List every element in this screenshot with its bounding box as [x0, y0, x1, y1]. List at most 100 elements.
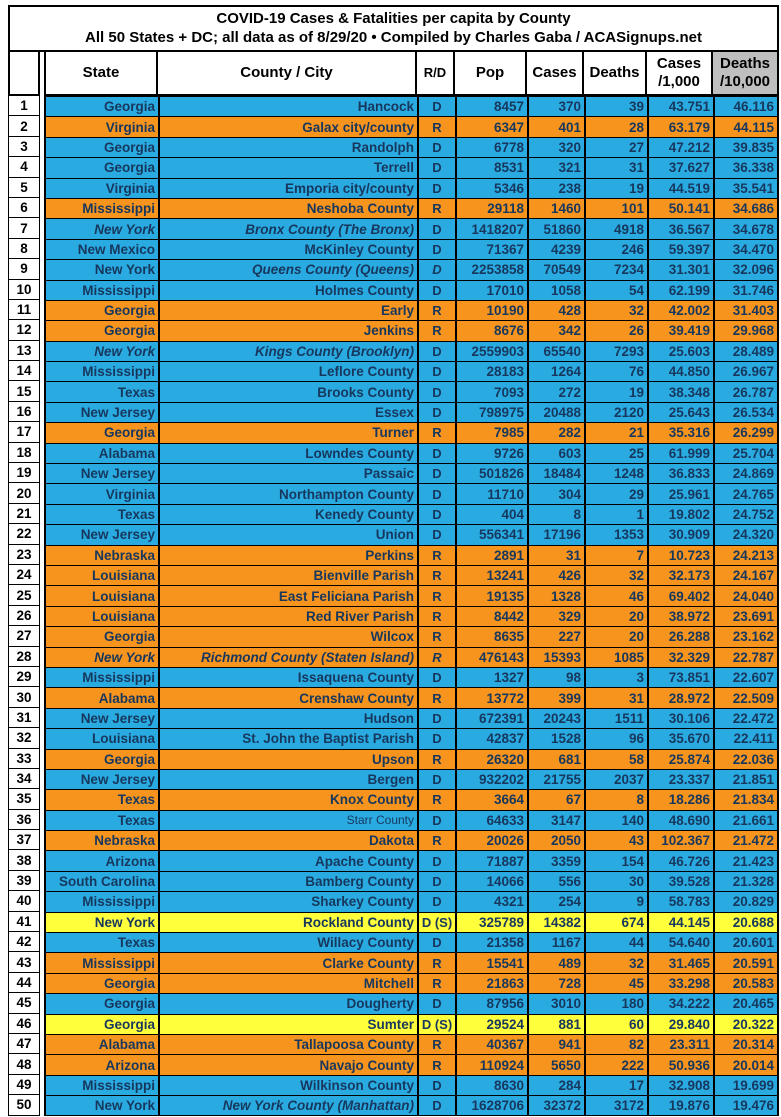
table-row: 5 Virginia Emporia city/county D 5346 238 19 44… — [8, 177, 779, 198]
column-gap — [40, 952, 44, 973]
title-block: COVID-19 Cases & Fatalities per capita b… — [8, 5, 779, 52]
column-gap — [40, 707, 44, 729]
column-gap — [40, 809, 44, 831]
row-rank: 20 — [8, 483, 40, 504]
cell-cases: 399 — [527, 687, 584, 708]
cell-deaths: 31 — [584, 687, 647, 708]
cell-county: Turner — [158, 422, 417, 443]
cell-state: Mississippi — [44, 891, 158, 912]
cell-cases-per-1000: 38.972 — [647, 605, 713, 627]
cell-deaths: 246 — [584, 238, 647, 260]
cell-county: New York County (Manhattan) — [158, 1095, 417, 1116]
corner-header-cell — [8, 52, 40, 96]
cell-county: Wilkinson County — [158, 1074, 417, 1096]
cell-population: 1418207 — [455, 218, 527, 239]
cell-party: R — [417, 544, 455, 565]
cell-deaths: 4918 — [584, 218, 647, 239]
cell-party: R — [417, 564, 455, 586]
row-rank: 29 — [8, 666, 40, 688]
cell-cases-per-1000: 36.567 — [647, 218, 713, 239]
cell-deaths-per-10000: 19.699 — [713, 1074, 779, 1096]
cell-deaths-per-10000: 35.541 — [713, 177, 779, 198]
cell-population: 10190 — [455, 299, 527, 321]
cell-deaths: 82 — [584, 1033, 647, 1055]
cell-deaths: 19 — [584, 381, 647, 402]
cell-cases-per-1000: 59.397 — [647, 238, 713, 260]
table-row: 27 Georgia Wilcox R 8635 227 20 26.288 23.162 — [8, 626, 779, 647]
column-header: Deaths — [584, 52, 647, 96]
table-row: 34 New Jersey Bergen D 932202 21755 2037 23.337… — [8, 768, 779, 790]
cell-party: R — [417, 748, 455, 769]
cell-cases: 603 — [527, 442, 584, 464]
row-rank: 46 — [8, 1013, 40, 1034]
cell-cases: 1460 — [527, 197, 584, 219]
cell-deaths: 19 — [584, 177, 647, 198]
cell-deaths: 140 — [584, 809, 647, 831]
cell-party: D — [417, 870, 455, 892]
cell-deaths-per-10000: 19.476 — [713, 1095, 779, 1116]
cell-deaths: 45 — [584, 972, 647, 994]
cell-deaths-per-10000: 22.411 — [713, 728, 779, 749]
cell-cases-per-1000: 18.286 — [647, 789, 713, 810]
cell-cases-per-1000: 102.367 — [647, 830, 713, 851]
row-rank: 36 — [8, 809, 40, 831]
cell-county: Richmond County (Staten Island) — [158, 646, 417, 667]
cell-population: 64633 — [455, 809, 527, 831]
cell-deaths-per-10000: 21.328 — [713, 870, 779, 892]
cell-deaths-per-10000: 28.489 — [713, 340, 779, 362]
cell-party: D — [417, 177, 455, 198]
cell-cases-per-1000: 38.348 — [647, 381, 713, 402]
column-header-label: Cases — [656, 55, 702, 72]
cell-county: Lowndes County — [158, 442, 417, 464]
cell-party: D — [417, 259, 455, 280]
table-row: 45 Georgia Dougherty D 87956 3010 180 34.222 20.… — [8, 993, 779, 1014]
column-gap — [40, 116, 44, 137]
cell-state: Georgia — [44, 1013, 158, 1034]
cell-deaths: 3 — [584, 666, 647, 688]
column-gap — [40, 687, 44, 708]
cell-party: D — [417, 524, 455, 545]
cell-population: 87956 — [455, 993, 527, 1014]
cell-population: 29118 — [455, 197, 527, 219]
cell-cases-per-1000: 50.936 — [647, 1054, 713, 1075]
cell-deaths: 2037 — [584, 768, 647, 790]
cell-deaths-per-10000: 24.765 — [713, 483, 779, 504]
row-rank: 33 — [8, 748, 40, 769]
cell-cases-per-1000: 69.402 — [647, 585, 713, 606]
cell-population: 798975 — [455, 401, 527, 423]
cell-state: Mississippi — [44, 197, 158, 219]
column-gap — [40, 626, 44, 647]
row-rank: 40 — [8, 891, 40, 912]
cell-cases: 21755 — [527, 768, 584, 790]
cell-state: New York — [44, 646, 158, 667]
cell-county: Mitchell — [158, 972, 417, 994]
cell-cases-per-1000: 26.288 — [647, 626, 713, 647]
cell-deaths: 20 — [584, 605, 647, 627]
cell-party: D — [417, 442, 455, 464]
cell-deaths: 60 — [584, 1013, 647, 1034]
cell-cases-per-1000: 63.179 — [647, 116, 713, 137]
cell-deaths: 32 — [584, 564, 647, 586]
cell-state: Mississippi — [44, 666, 158, 688]
cell-deaths: 2120 — [584, 401, 647, 423]
column-gap — [40, 1095, 44, 1116]
column-gap — [40, 789, 44, 810]
cell-cases-per-1000: 32.329 — [647, 646, 713, 667]
cell-deaths-per-10000: 22.036 — [713, 748, 779, 769]
row-rank: 2 — [8, 116, 40, 137]
cell-cases-per-1000: 73.851 — [647, 666, 713, 688]
column-gap — [40, 238, 44, 260]
row-rank: 30 — [8, 687, 40, 708]
cell-party: D — [417, 157, 455, 178]
cell-deaths: 21 — [584, 422, 647, 443]
cell-county: Union — [158, 524, 417, 545]
cell-population: 15541 — [455, 952, 527, 973]
cell-cases-per-1000: 19.876 — [647, 1095, 713, 1116]
table-row: 30 Alabama Crenshaw County R 13772 399 31 28.97… — [8, 687, 779, 708]
cell-party: D — [417, 891, 455, 912]
column-gap — [40, 1013, 44, 1034]
cell-state: Arizona — [44, 1054, 158, 1075]
cell-deaths-per-10000: 20.314 — [713, 1033, 779, 1055]
cell-county: Kings County (Brooklyn) — [158, 340, 417, 362]
cell-party: D — [417, 361, 455, 382]
